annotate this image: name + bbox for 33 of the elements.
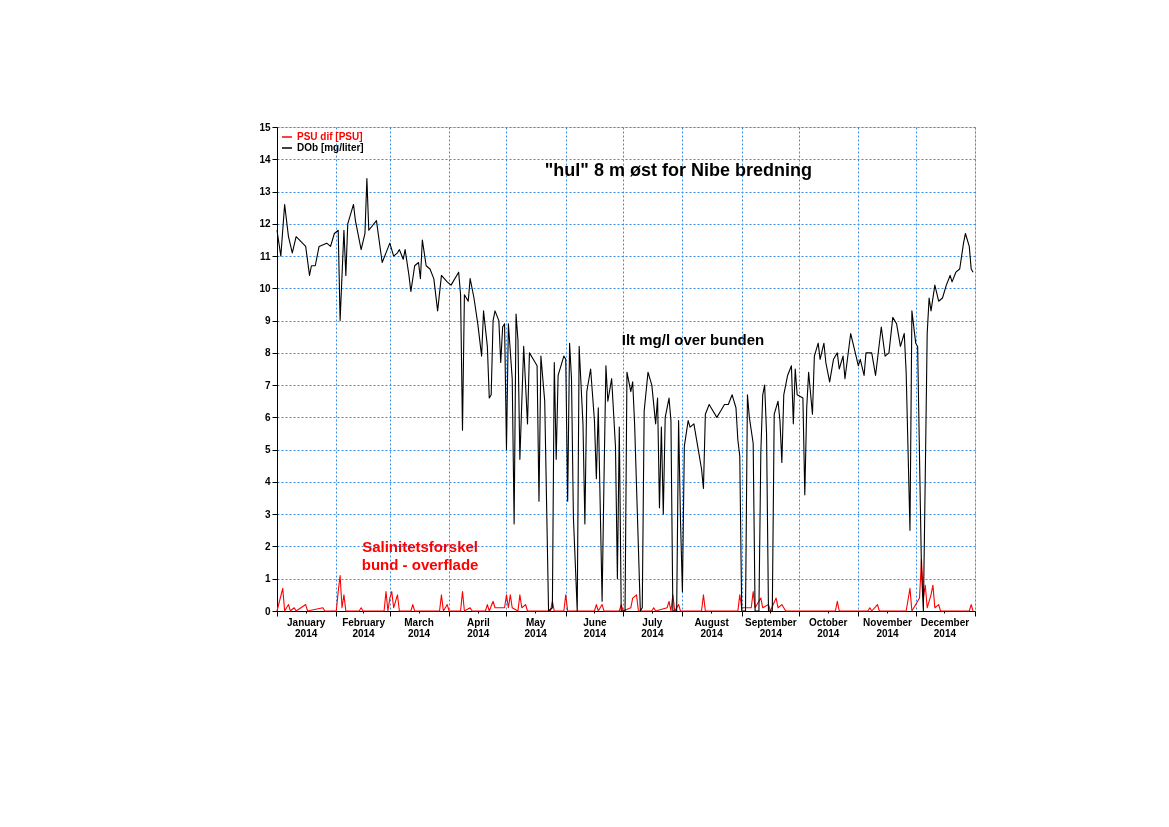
y-tick-label: 4 (264, 476, 271, 488)
legend-label: PSU dif [PSU] (297, 131, 363, 142)
y-tick-label: 2 (264, 540, 271, 552)
x-tick-label: December 2014 (920, 616, 970, 639)
y-tick-label: 0 (264, 605, 271, 617)
y-tick-label: 6 (264, 411, 271, 423)
y-tick-label: 8 (264, 347, 271, 359)
x-tick-label: November 2014 (863, 616, 913, 639)
x-tick-label: March 2014 (404, 616, 434, 639)
x-tick-label: January 2014 (287, 616, 326, 639)
text: "hul" 8 m øst for Nibe bredning (544, 160, 812, 180)
x-tick-label: October 2014 (809, 616, 848, 639)
y-tick-label: 10 (259, 282, 271, 294)
annotation: Salinitetsforskel bund - overflade (361, 538, 479, 574)
x-tick-label: February 2014 (342, 616, 386, 639)
x-tick-label: August 2014 (694, 616, 730, 639)
y-tick-label: 13 (259, 186, 271, 198)
y-tick-label: 3 (264, 508, 271, 520)
y-tick-label: 7 (264, 379, 271, 391)
x-tick-label: June 2014 (583, 616, 608, 639)
annotation: Ilt mg/l over bunden (621, 330, 765, 348)
y-tick-label: 12 (259, 218, 271, 230)
x-tick-label: September 2014 (745, 616, 797, 639)
x-tick-label: July 2014 (641, 616, 664, 639)
y-tick-label: 1 (264, 573, 271, 585)
y-tick-label: 5 (264, 444, 271, 456)
y-tick-label: 15 (259, 121, 271, 133)
y-tick-label: 11 (259, 250, 271, 262)
x-tick-label: May 2014 (524, 616, 548, 639)
legend-label: DOb [mg/liter] (297, 142, 364, 153)
x-tick-label: April 2014 (466, 616, 490, 639)
y-tick-label: 9 (264, 315, 271, 327)
y-tick-label: 14 (259, 153, 271, 165)
